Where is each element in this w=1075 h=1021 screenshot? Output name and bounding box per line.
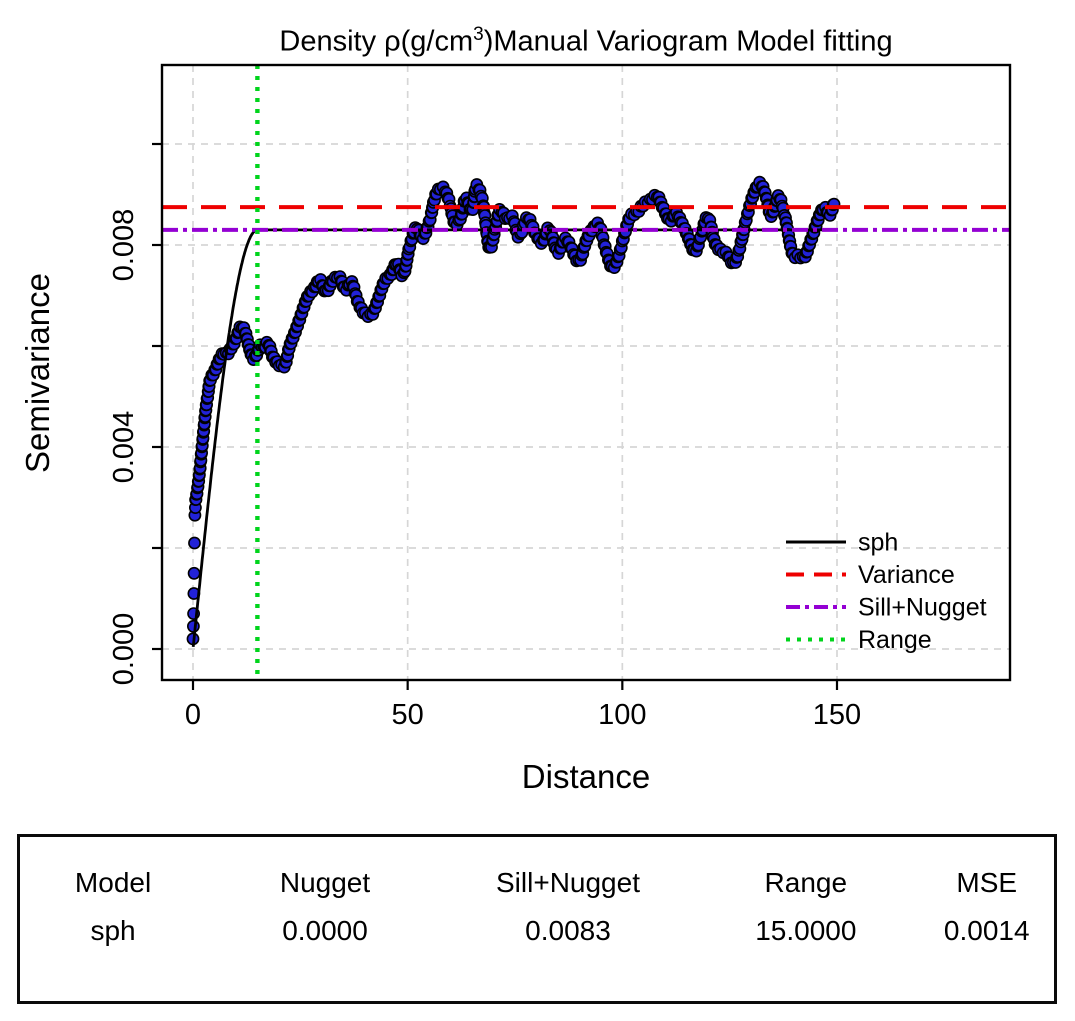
variogram-plot: 0 50 100 150 0.000 0.004 0.008 sph Variance Sill+…	[108, 63, 1012, 731]
y-tick-label: 0.008	[108, 209, 140, 282]
x-axis-ticks: 0 50 100 150	[185, 680, 861, 731]
legend-label: Sill+Nugget	[858, 594, 987, 622]
table-value-model: sph	[90, 915, 136, 946]
x-tick-label: 50	[392, 699, 424, 731]
legend-label: Range	[858, 626, 932, 654]
chart-title-text: Density ρ(g/cm	[279, 25, 474, 58]
y-axis-ticks: 0.000 0.004 0.008	[108, 142, 162, 686]
y-tick-label: 0.004	[108, 411, 140, 484]
x-tick-label: 0	[185, 699, 201, 731]
x-tick-label: 150	[813, 699, 861, 731]
table-header-model: Model	[74, 867, 152, 898]
semivariance-point	[186, 619, 200, 633]
table-value-sill-nugget: 0.0083	[525, 915, 611, 946]
plot-border-box	[160, 63, 1012, 682]
x-axis-label: Distance	[521, 758, 651, 795]
plot-panel-background	[162, 65, 1010, 680]
chart-title-suffix: )Manual Variogram Model fitting	[483, 25, 893, 58]
table-header-range: Range	[764, 867, 848, 898]
plot-border	[160, 63, 1012, 682]
semivariance-point	[187, 566, 201, 580]
table-value-range: 15.0000	[755, 915, 857, 946]
chart-title: Density ρ(g/cm3)Manual Variogram Model f…	[162, 17, 1010, 60]
table-header-nugget: Nugget	[279, 867, 371, 898]
summary-table-value-row: sph 0.0000 0.0083 15.0000 0.0014	[20, 915, 1054, 947]
legend: sph Variance Sill+Nugget Range	[786, 529, 987, 654]
x-tick-label: 100	[598, 699, 646, 731]
y-tick-label: 0.000	[108, 613, 140, 686]
table-value-nugget: 0.0000	[282, 915, 368, 946]
y-axis-label: Semivariance	[19, 273, 56, 473]
legend-label: sph	[858, 529, 898, 557]
summary-table: Model Nugget Sill+Nugget Range MSE sph 0…	[17, 834, 1057, 1004]
table-value-mse: 0.0014	[943, 915, 1030, 946]
model-curve	[191, 228, 837, 648]
semivariance-point	[188, 536, 201, 550]
table-header-sill-nugget: Sill+Nugget	[496, 867, 640, 898]
sph-model-line	[191, 228, 837, 648]
legend-label: Variance	[858, 561, 955, 589]
chart-title-superscript: 3	[473, 24, 484, 45]
summary-table-header-row: Model Nugget Sill+Nugget Range MSE	[20, 867, 1054, 899]
table-header-mse: MSE	[956, 867, 1018, 898]
